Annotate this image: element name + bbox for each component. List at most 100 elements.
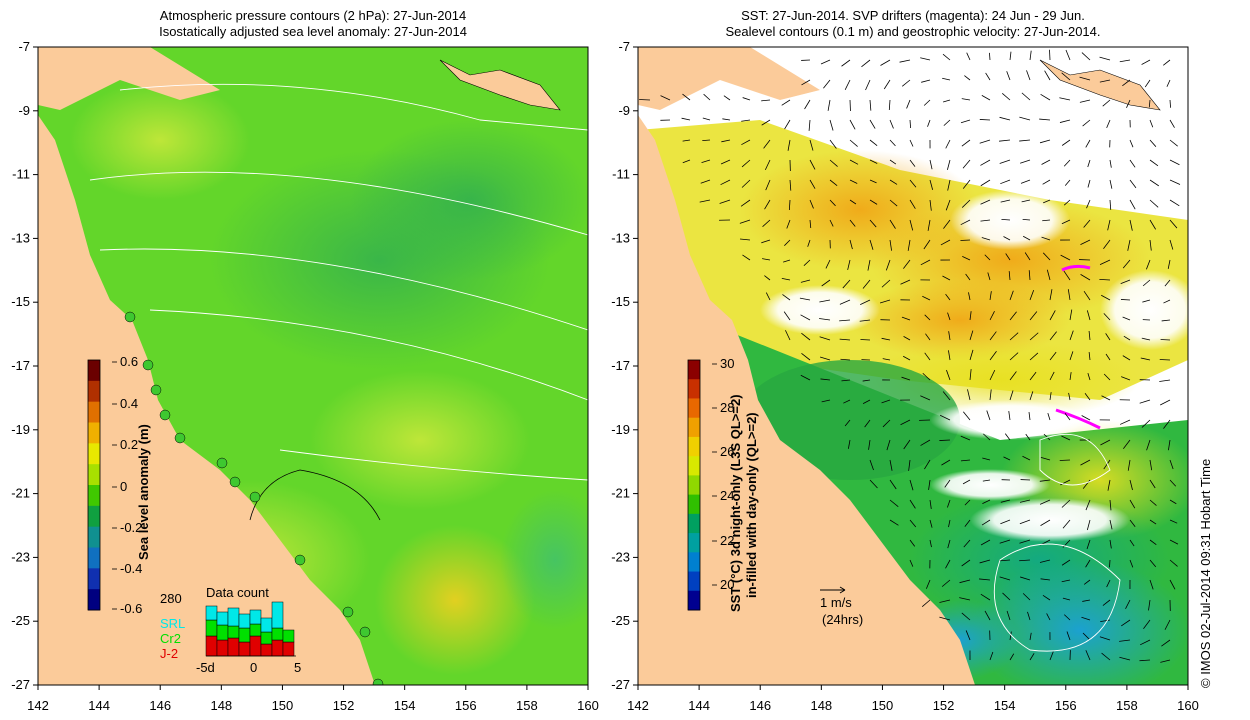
colorbar-tick-label: 0.2 [120, 437, 138, 452]
sst-colorbar-label-line2: in-filled with day-only (QL>=2) [744, 412, 759, 598]
left-title: Atmospheric pressure contours (2 hPa): 2… [38, 8, 588, 40]
left-map [38, 47, 588, 685]
left-landmass-australia [38, 115, 375, 685]
colorbar-tick-label: 0.6 [120, 354, 138, 369]
colorbar-swatch [688, 552, 700, 573]
right-title-line2: Sealevel contours (0.1 m) and geostrophi… [725, 24, 1101, 39]
colorbar-swatch [88, 526, 100, 548]
colorbar-swatch [688, 417, 700, 438]
sst-colorbar-label-line1: SST (°C) 3d night-only (L3S QL>=2) [728, 394, 743, 612]
colorbar-swatch [88, 547, 100, 569]
colorbar-swatch [688, 379, 700, 399]
x-tick-label: 158 [1116, 698, 1138, 713]
y-tick-label: -23 [611, 549, 630, 564]
colorbar-tick-label: 0 [120, 479, 127, 494]
x-tick-label: 156 [1055, 698, 1077, 713]
colorbar-swatch [688, 513, 700, 534]
x-tick-label: 152 [333, 698, 355, 713]
y-tick-label: -21 [11, 486, 30, 501]
x-tick-label: 142 [27, 698, 49, 713]
x-tick-label: 152 [933, 698, 955, 713]
x-tick-label: 160 [577, 698, 599, 713]
data-count-inset: Data count 280 SRL Cr2 J-2 [160, 585, 301, 675]
x-tick-label: 158 [516, 698, 538, 713]
x-tick-label: 146 [149, 698, 171, 713]
y-tick-label: -7 [618, 39, 630, 54]
y-tick-label: -13 [11, 230, 30, 245]
colorbar-swatch [88, 464, 100, 486]
legend-j2: J-2 [160, 646, 178, 661]
colorbar-tick-label: 24 [720, 488, 734, 503]
y-tick-label: -27 [11, 677, 30, 692]
y-tick-label: -9 [618, 103, 630, 118]
y-tick-label: -15 [11, 294, 30, 309]
colorbar-swatch [88, 589, 100, 611]
y-tick-label: -9 [18, 103, 30, 118]
colorbar-swatch [88, 505, 100, 528]
colorbar-swatch [688, 456, 700, 476]
right-colorbar: 30 28 26 24 22 20 SST (°C) 3d night-only (L3S… [687, 356, 759, 612]
colorbar-tick-label: -0.6 [120, 601, 142, 616]
colorbar-swatch [688, 533, 700, 553]
colorbar-swatch [688, 590, 700, 611]
colorbar-swatch [688, 571, 700, 592]
right-title: SST: 27-Jun-2014. SVP drifters (magenta)… [638, 8, 1188, 40]
right-landmass-north [638, 47, 820, 110]
colorbar-swatch [88, 401, 100, 423]
y-tick-label: -27 [611, 677, 630, 692]
x-tick-label: 154 [994, 698, 1016, 713]
x-tick-label: 160 [1177, 698, 1199, 713]
colorbar-swatch [88, 568, 100, 590]
y-tick-label: -19 [611, 422, 630, 437]
colorbar-tick-label: 22 [720, 533, 734, 548]
imos-credit: © IMOS 02-Jul-2014 09:31 Hobart Time [1198, 459, 1213, 688]
y-tick-label: -11 [612, 167, 630, 182]
colorbar-tick-label: 30 [720, 356, 734, 371]
y-tick-label: -23 [11, 549, 30, 564]
y-tick-label: -11 [12, 167, 30, 182]
left-title-line1: Atmospheric pressure contours (2 hPa): 2… [159, 8, 467, 23]
colorbar-swatch [88, 485, 100, 507]
velocity-scale-key: 1 m/s (24hrs) [820, 586, 863, 627]
x-tick-label: 146 [749, 698, 771, 713]
colorbar-tick-label: -0.2 [120, 520, 142, 535]
right-map [638, 47, 1188, 685]
colorbar-swatch [88, 380, 100, 403]
colorbar-swatch [688, 494, 700, 515]
colorbar-swatch [688, 475, 700, 496]
data-count-tick-0: 0 [250, 660, 257, 675]
geostrophic-velocity-vectors [639, 49, 1181, 663]
x-tick-label: 142 [627, 698, 649, 713]
x-tick-label: 156 [455, 698, 477, 713]
y-tick-label: -19 [11, 422, 30, 437]
data-count-tick-5: 5 [294, 660, 301, 675]
drifter-track-2 [1055, 408, 1101, 430]
y-tick-label: -25 [611, 613, 630, 628]
y-tick-label: -17 [11, 358, 30, 373]
y-tick-label: -17 [611, 358, 630, 373]
x-tick-label: 150 [272, 698, 294, 713]
colorbar-tick-label: -0.4 [120, 561, 142, 576]
axis-ticks: 142 144 146 148 150 152 154 156 158 160 -7 -9 -11 -13… [11, 39, 1199, 713]
right-title-line1: SST: 27-Jun-2014. SVP drifters (magenta)… [741, 8, 1085, 23]
y-tick-label: -13 [611, 230, 630, 245]
colorbar-tick-label: 0.4 [120, 396, 138, 411]
colorbar-swatch [88, 443, 100, 465]
legend-cr2: Cr2 [160, 631, 181, 646]
y-tick-label: -7 [18, 39, 30, 54]
colorbar-swatch [88, 360, 100, 382]
colorbar-swatch [688, 398, 700, 419]
left-colorbar: 0.6 0.4 0.2 0 -0.2 -0.4 -0.6 Sea level anomaly… [87, 354, 151, 616]
colorbar-tick-label: 26 [720, 444, 734, 459]
x-tick-label: 144 [688, 698, 710, 713]
data-count-total: 280 [160, 591, 182, 606]
x-tick-label: 148 [810, 698, 832, 713]
colorbar-tick-label: 28 [720, 400, 734, 415]
right-landmass-australia [638, 115, 975, 685]
y-tick-label: -25 [11, 613, 30, 628]
scale-period: (24hrs) [822, 612, 863, 627]
legend-srl: SRL [160, 616, 185, 631]
x-tick-label: 154 [394, 698, 416, 713]
y-tick-label: -21 [611, 486, 630, 501]
